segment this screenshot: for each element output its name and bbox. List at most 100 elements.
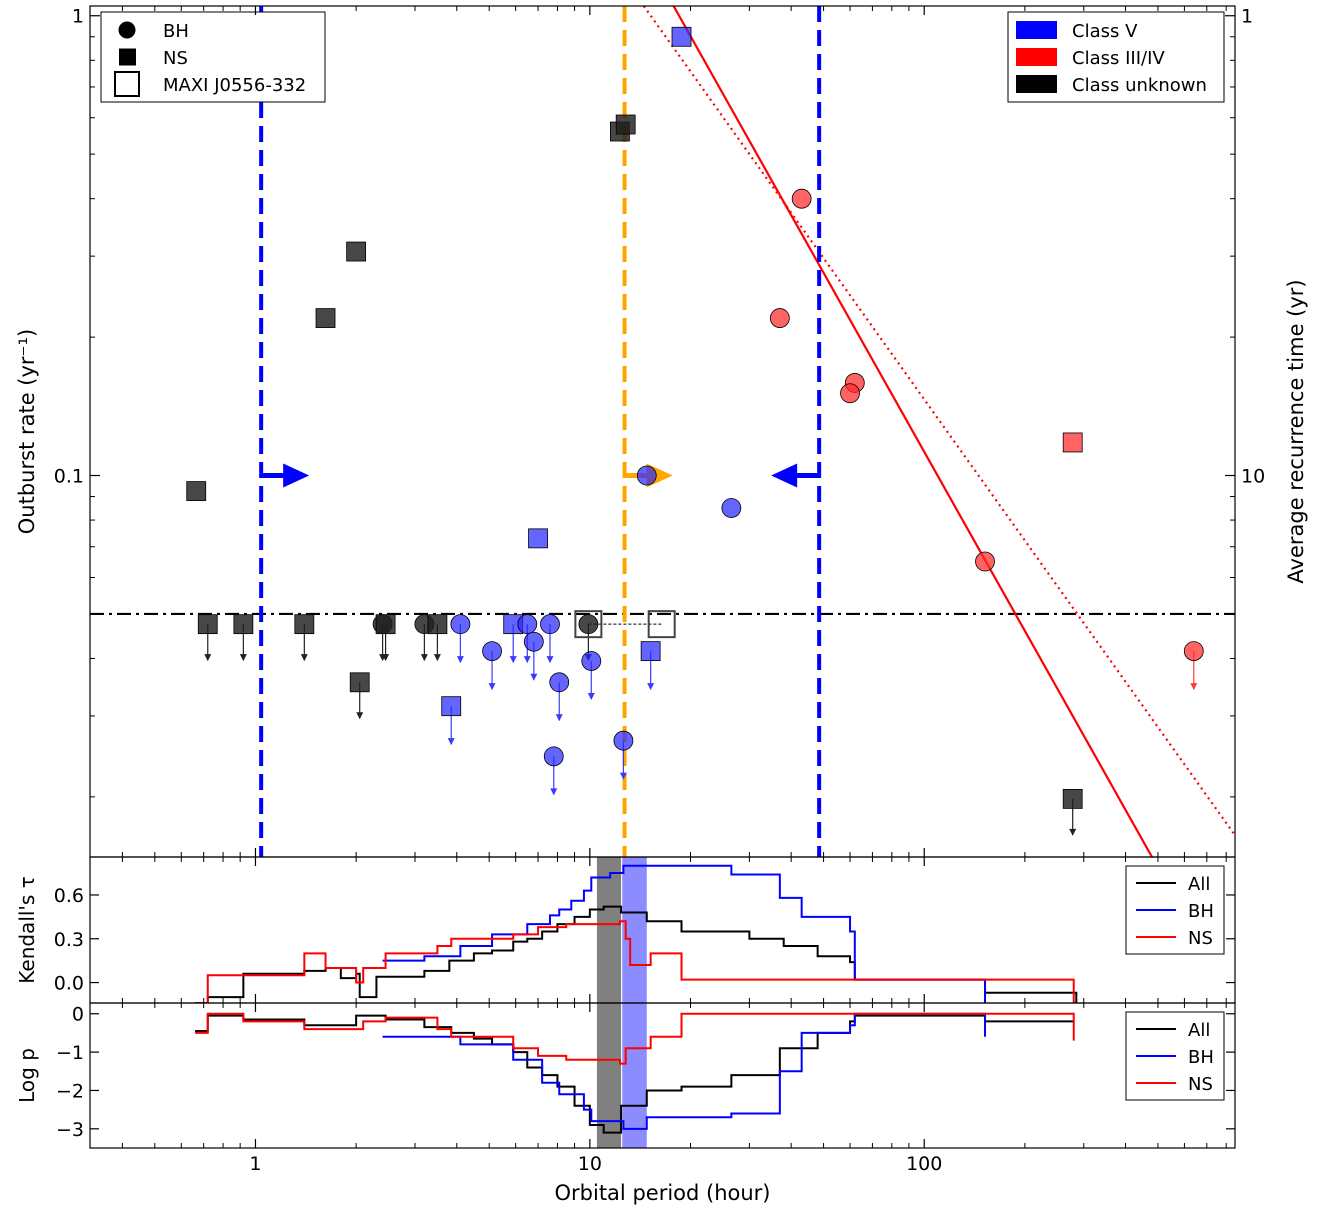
data-point-23 [450, 614, 471, 664]
marker-circle [769, 308, 790, 328]
data-point-25 [482, 641, 502, 691]
marker-circle [613, 730, 634, 751]
marker-circle [791, 188, 812, 209]
data-point-18 [349, 672, 370, 720]
series-line-ns [195, 920, 1075, 1003]
fit-line-dotted [642, 6, 1235, 836]
legend-swatch [1016, 75, 1057, 93]
x-tick-label: 1 [249, 1153, 261, 1175]
legend-label: Class unknown [1072, 75, 1207, 96]
legend-swatch [1016, 48, 1057, 66]
shaded-region-1 [622, 1003, 647, 1148]
data-point-11 [636, 465, 657, 486]
upper-limit-arrowhead [488, 683, 496, 691]
marker-square [315, 308, 336, 328]
data-point-20 [375, 614, 396, 662]
upper-limit-arrowhead [356, 712, 364, 720]
upper-limit-arrowhead [1190, 683, 1198, 691]
legend-marker-square [119, 48, 136, 66]
marker-square [615, 114, 636, 135]
data-point-16 [233, 614, 254, 662]
data-point-10 [840, 383, 860, 404]
legend-shapes: BH NS MAXI J0556-332 [100, 11, 326, 103]
y-tick-label: 0.0 [54, 973, 84, 995]
marker-square [197, 614, 218, 635]
shaded-region-0 [596, 1003, 622, 1148]
upper-limit-arrowhead [447, 738, 455, 746]
legend-label: All [1188, 1020, 1210, 1041]
marker-circle [636, 465, 657, 486]
marker-square [346, 241, 367, 262]
axes-frame-bot [89, 1002, 1236, 1149]
legend-label: BH [163, 21, 189, 42]
series-line-ns [195, 1012, 1075, 1065]
kendall-tau-panel: All BH NS [195, 857, 1225, 1003]
y-axis-label: Kendall's τ [15, 876, 39, 983]
y-tick-label: 0.6 [54, 885, 84, 907]
upper-limit-arrowhead [420, 654, 428, 662]
data-point-37 [1183, 641, 1204, 691]
upper-limit-arrowhead [530, 673, 538, 681]
series-line-bh [382, 864, 987, 1003]
legend-swatch [1016, 21, 1057, 39]
data-point-38 [574, 610, 603, 639]
upper-limit-arrowhead [456, 656, 464, 664]
direction-arrow-0 [261, 463, 310, 488]
shaded-region-0 [596, 857, 622, 1003]
x-tick-label: 100 [906, 1153, 942, 1175]
data-point-6 [528, 528, 548, 549]
y-right-axis-label: Average recurrence time (yr) [1284, 279, 1308, 583]
data-point-8 [769, 308, 790, 328]
marker-square [186, 481, 207, 501]
fit-line-solid [672, 6, 1153, 857]
legend-label: BH [1188, 1047, 1214, 1068]
marker-square [294, 614, 315, 635]
marker-circle [1183, 641, 1204, 662]
marker-open-square [647, 610, 676, 639]
legend-label: NS [163, 48, 188, 69]
data-point-35 [640, 641, 661, 691]
marker-circle [549, 672, 570, 693]
upper-limit-arrowhead [239, 654, 247, 662]
marker-square [671, 26, 692, 47]
legend-label: All [1188, 874, 1210, 895]
marker-square [1062, 788, 1083, 809]
upper-limit-arrowhead [587, 692, 595, 700]
y-tick-label: 0.3 [54, 929, 84, 951]
y-right-tick-label: 1 [1241, 6, 1253, 28]
marker-circle [840, 383, 860, 404]
legend-classes: Class V Class III/IV Class unknown [1007, 11, 1225, 103]
y-tick-label: −2 [56, 1080, 84, 1102]
legend-label: NS [1188, 928, 1213, 949]
data-point-26 [503, 614, 524, 664]
data-point-22 [427, 614, 448, 662]
data-point-7 [791, 188, 812, 209]
data-point-17 [294, 614, 315, 662]
marker-circle [523, 631, 544, 652]
data-point-12 [721, 498, 742, 518]
upper-limit-arrowhead [300, 654, 308, 662]
upper-limit-arrowhead [523, 656, 531, 664]
upper-limit-arrowhead [1069, 828, 1077, 836]
legend-marker-circle [118, 21, 136, 39]
x-axis-label: Orbital period (hour) [555, 1181, 771, 1205]
axes: 1 10 100 Orbital period (hour) 0.1 1 10 1 Outbur… [15, 5, 1308, 1205]
upper-limit-arrowhead [647, 683, 655, 691]
marker-square [375, 614, 396, 635]
upper-limit-arrowhead [204, 654, 212, 662]
log-p-panel: All BH NS [195, 1003, 1225, 1148]
data-point-4 [615, 114, 636, 135]
direction-arrow-2 [771, 463, 820, 488]
data-point-33 [581, 651, 602, 700]
upper-limit-arrowhead [509, 656, 517, 664]
upper-limit-arrowhead [546, 656, 554, 664]
data-point-24 [441, 696, 462, 746]
marker-square [233, 614, 254, 635]
plot-area-bot [195, 1003, 1075, 1148]
data-point-28 [523, 631, 544, 681]
marker-square [427, 614, 448, 635]
data-point-30 [549, 672, 570, 722]
axes-frame-mid [89, 856, 1236, 1004]
legend-label: Class III/IV [1072, 48, 1165, 69]
